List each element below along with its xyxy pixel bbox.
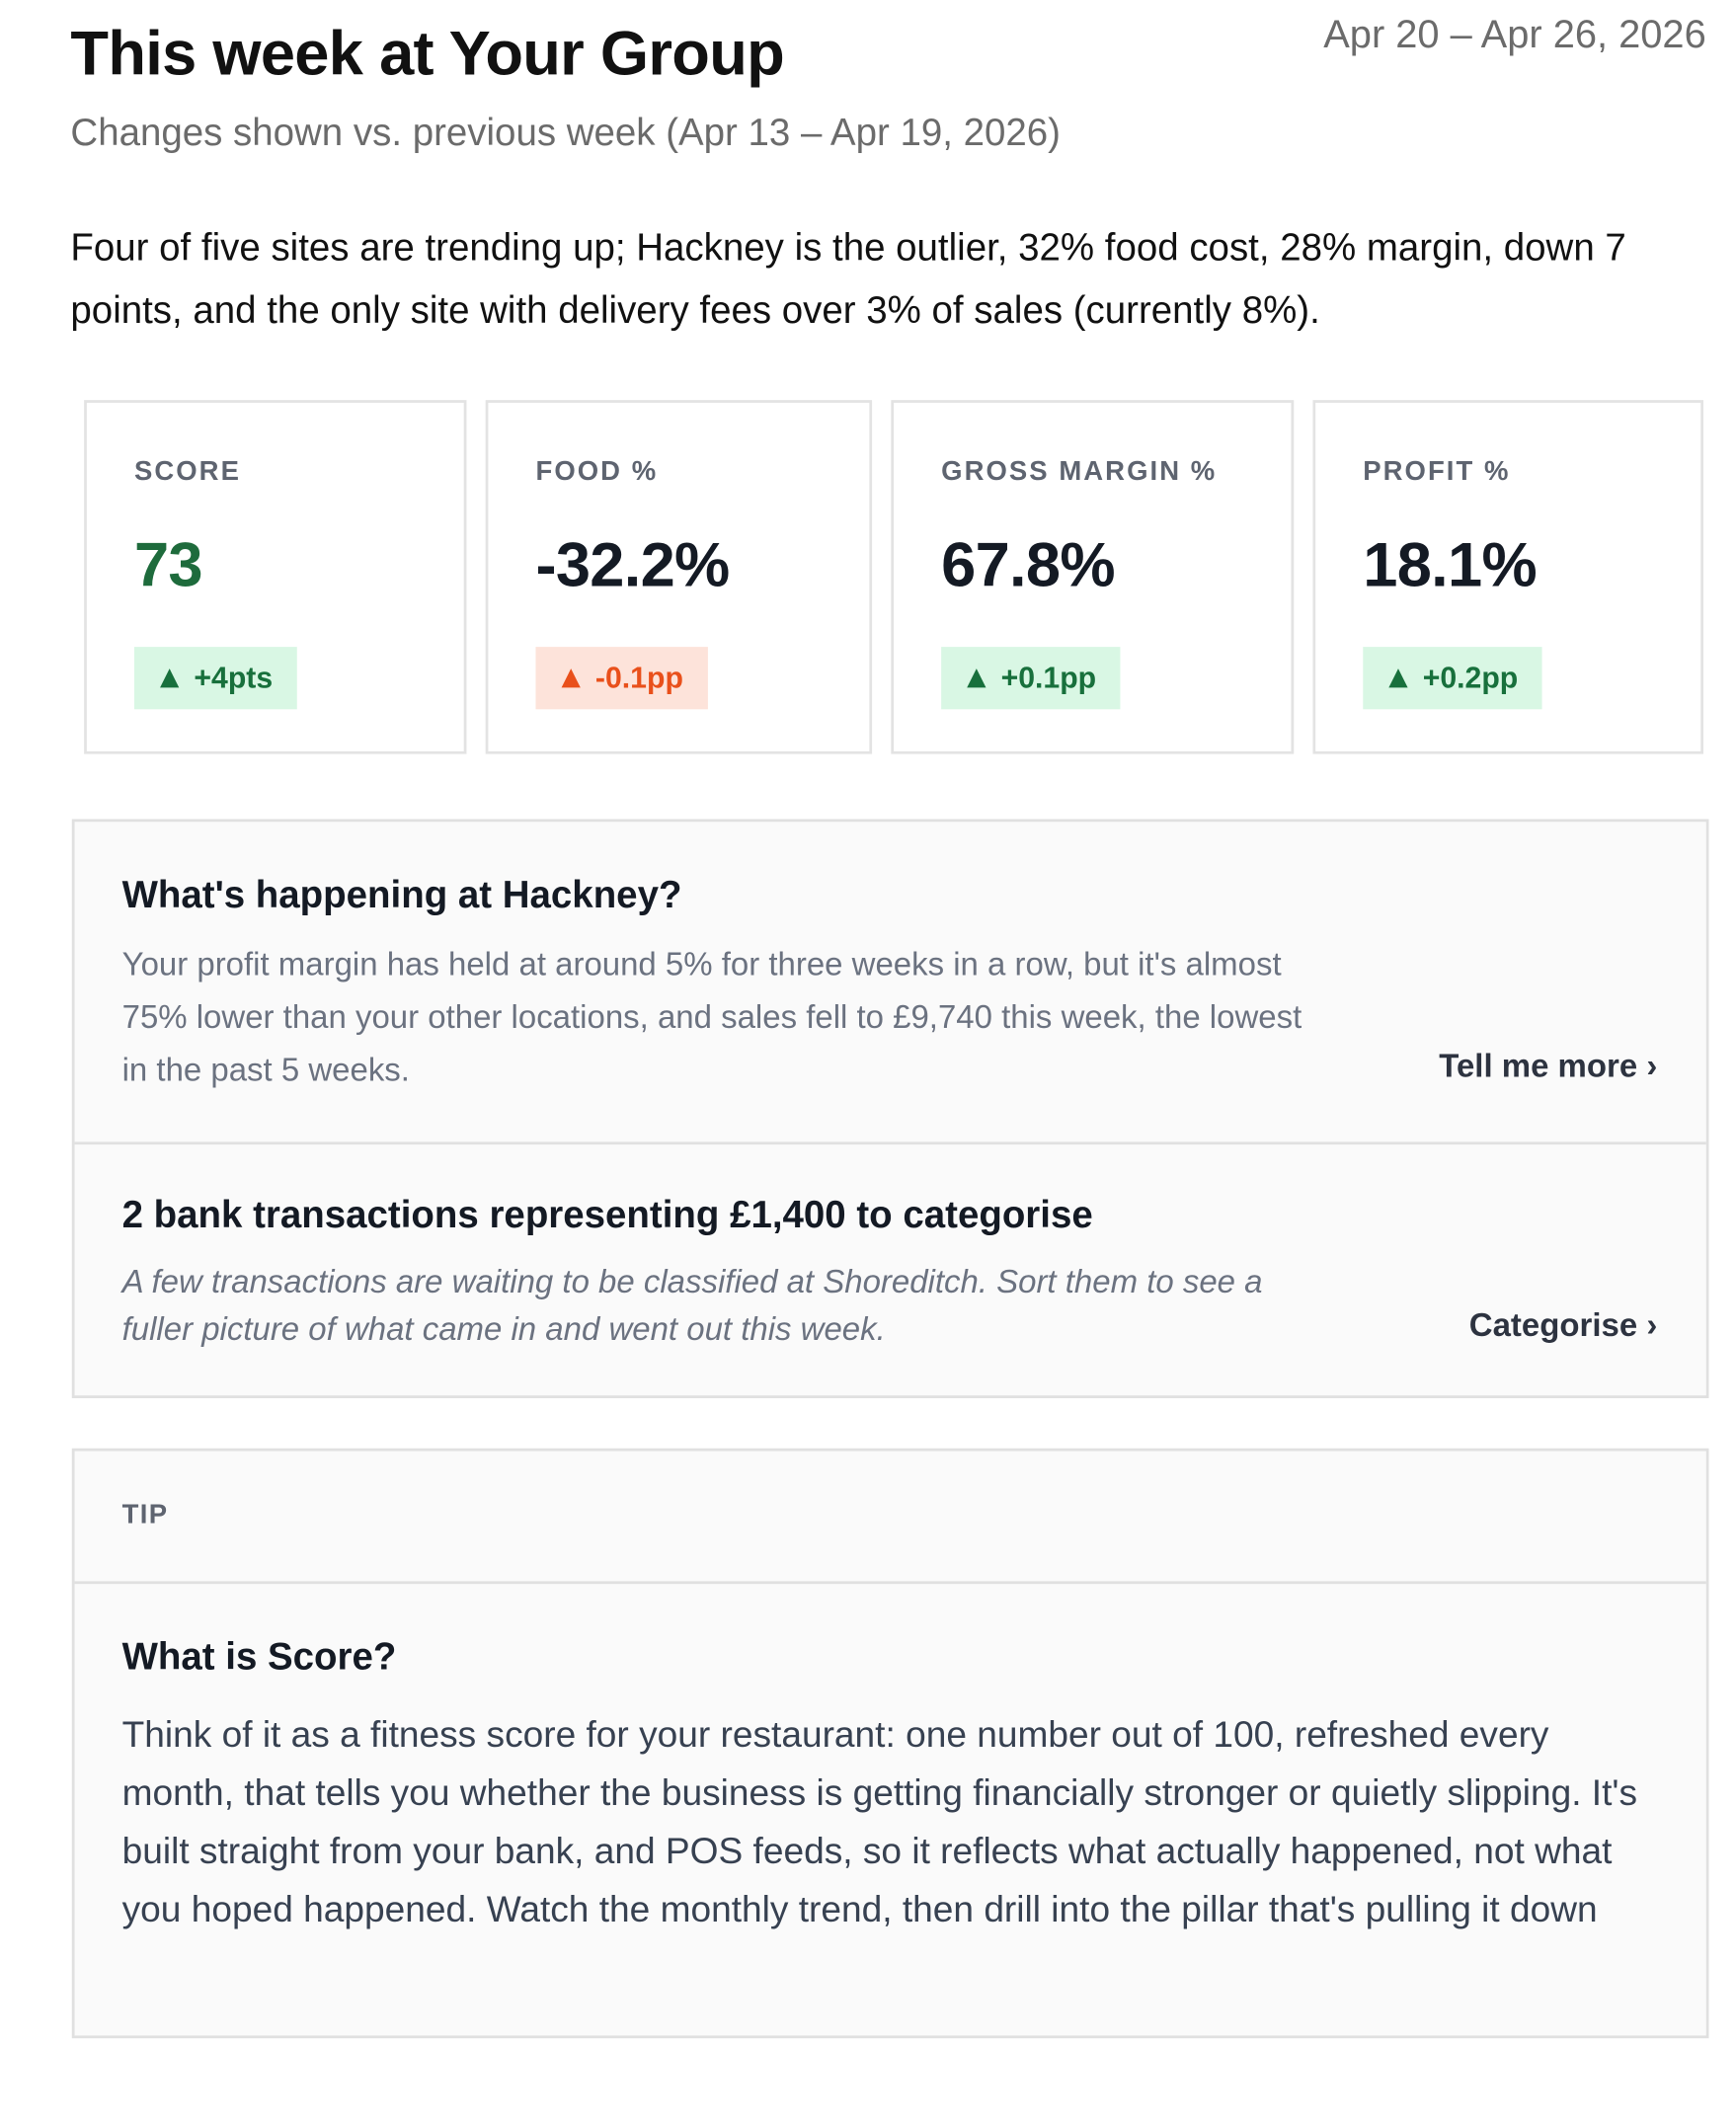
insight: What's happening at Hackney? Your profit… — [75, 822, 1706, 1141]
kpi-value: 18.1% — [1363, 528, 1537, 600]
subtitle: Changes shown vs. previous week (Apr 13 … — [70, 111, 1061, 154]
kpi-label: SCORE — [133, 456, 241, 488]
kpi-change-text: +4pts — [194, 660, 274, 695]
kpi-label: PROFIT % — [1363, 456, 1511, 488]
tip-content: What is Score? Think of it as a fitness … — [74, 1581, 1706, 2038]
kpi-change: -0.1pp — [535, 647, 708, 710]
kpi-change: +4pts — [133, 647, 297, 710]
up-arrow — [561, 668, 581, 688]
kpi-change-text: -0.1pp — [594, 660, 683, 695]
kpi-value: 73 — [133, 528, 203, 600]
kpi-change: +0.1pp — [941, 647, 1121, 710]
kpi-label: FOOD % — [535, 456, 659, 488]
tip-label: TIP — [121, 1499, 169, 1531]
insight-action[interactable]: Categorise › — [1468, 1306, 1658, 1345]
insight-body: A few transactions are waiting to be cla… — [121, 1264, 1263, 1349]
kpi-change: +0.2pp — [1363, 647, 1542, 710]
insight-title: 2 bank transactions representing £1,400 … — [121, 1193, 1093, 1236]
summary: Four of five sites are trending up; Hack… — [70, 226, 1626, 332]
kpi-value: -32.2% — [535, 528, 730, 600]
insight: 2 bank transactions representing £1,400 … — [74, 1141, 1706, 1398]
insight-body: Your profit margin has held at around 5%… — [121, 946, 1302, 1089]
tip-panel: TIP What is Score? Think of it as a fitn… — [71, 1448, 1709, 2039]
kpi-card: SCORE 73 +4pts — [84, 400, 467, 754]
tip-body: Think of it as a fitness score for your … — [121, 1713, 1638, 1930]
up-arrow — [967, 668, 986, 688]
kpi-change-text: +0.1pp — [1000, 660, 1097, 695]
kpi-change-text: +0.2pp — [1422, 660, 1519, 695]
tip-header: TIP — [75, 1452, 1706, 1582]
tip-title: What is Score? — [121, 1635, 397, 1678]
up-arrow — [160, 668, 180, 688]
insights-panel: What's happening at Hackney? Your profit… — [71, 819, 1709, 1398]
up-arrow — [1388, 668, 1408, 688]
kpi-card: FOOD % -32.2% -0.1pp — [485, 400, 873, 754]
kpi-value: 67.8% — [941, 528, 1115, 600]
date-range: Apr 20 – Apr 26, 2026 — [1323, 13, 1706, 57]
kpi-card: PROFIT % 18.1% +0.2pp — [1312, 400, 1703, 754]
kpi-label: GROSS MARGIN % — [941, 456, 1218, 488]
page-title: This week at Your Group — [70, 17, 784, 89]
kpi-card: GROSS MARGIN % 67.8% +0.1pp — [891, 400, 1295, 754]
insight-title: What's happening at Hackney? — [121, 873, 682, 916]
insight-action[interactable]: Tell me more › — [1439, 1048, 1658, 1085]
